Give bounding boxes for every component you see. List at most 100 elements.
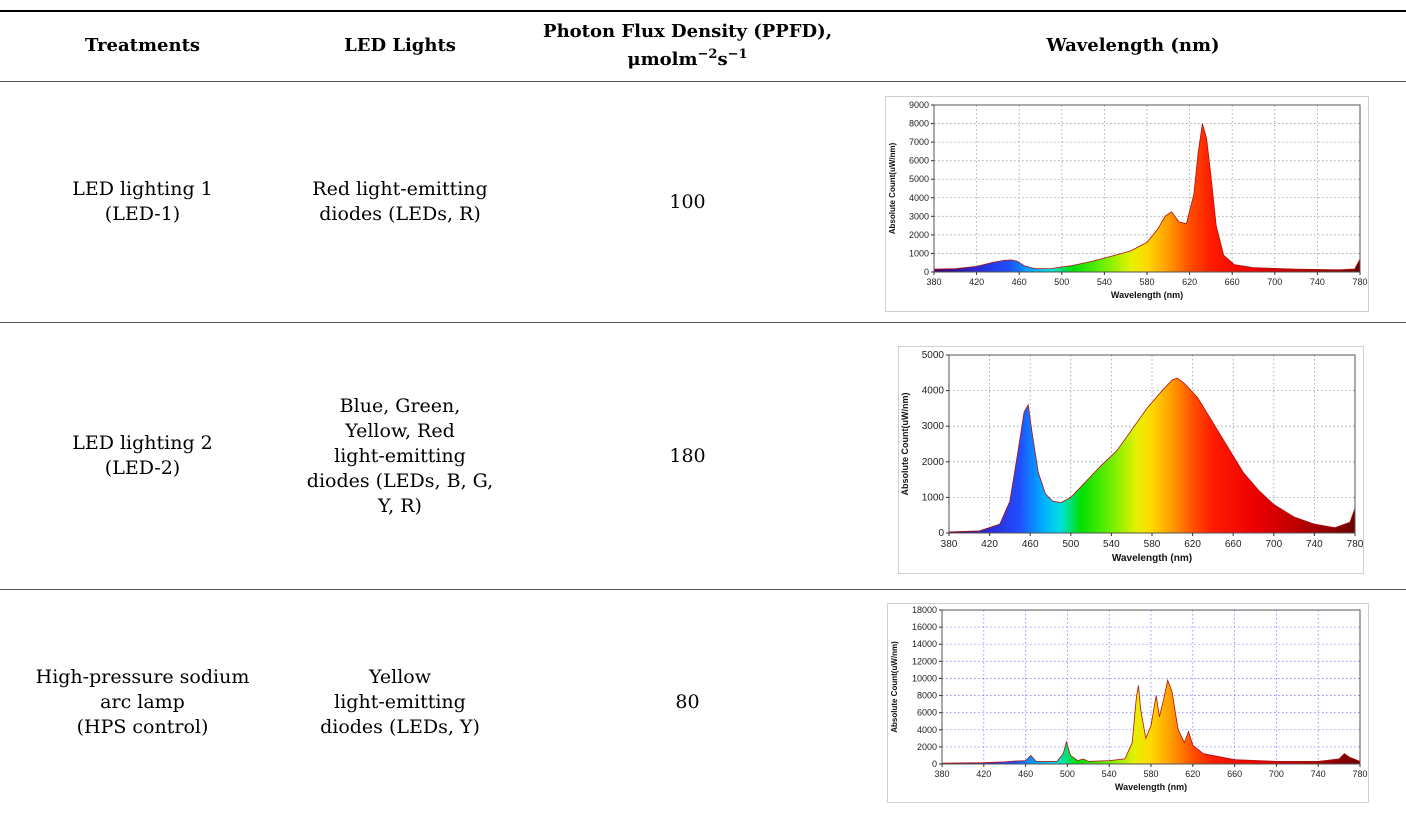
row2-led-line: light-emitting [334, 444, 466, 467]
y-tick-label: 4000 [917, 725, 937, 735]
x-tick-label: 500 [1062, 539, 1079, 550]
y-tick-label: 12000 [912, 656, 937, 666]
y-axis-label: Absolute Count(uW/nm) [888, 142, 897, 234]
row3-treatment: High-pressure sodium arc lamp (HPS contr… [0, 590, 285, 814]
x-tick-label: 620 [1184, 539, 1201, 550]
x-tick-label: 700 [1269, 769, 1284, 779]
spectrum-chart-led2: 380 420 460 500 540 580 620 660 700 740 780 0 1000 20… [898, 346, 1364, 574]
x-axis-label: Wavelength (nm) [1111, 290, 1183, 300]
ppfd-unit-exp2: −1 [727, 47, 748, 62]
row3-ppfd: 80 [515, 590, 860, 814]
y-tick-label: 8000 [917, 691, 937, 701]
ppfd-unit-mu: μmolm [627, 49, 698, 70]
row3-led-line: diodes (LEDs, Y) [320, 715, 480, 738]
y-tick-label: 6000 [917, 708, 937, 718]
x-tick-label: 740 [1306, 539, 1323, 550]
spectrum-area [942, 680, 1360, 764]
y-tick-label: 7000 [909, 137, 929, 147]
spectrum-svg-hps: 380 420 460 500 540 580 620 660 700 740 780 0 2000 40… [890, 605, 1368, 792]
x-tick-label: 420 [969, 277, 984, 287]
row1-treatment-line: LED lighting 1 [72, 178, 213, 200]
x-tick-label: 540 [1097, 277, 1112, 287]
row1-led-lights: Red light-emitting diodes (LEDs, R) [285, 82, 515, 322]
row1-led-line: Red light-emitting [312, 178, 488, 200]
spectrum-line [948, 377, 1356, 533]
x-tick-label: 780 [1352, 277, 1367, 287]
row1-treatment: LED lighting 1 (LED-1) [0, 82, 285, 322]
row2-led-line: Yellow, Red [345, 419, 455, 442]
x-tick-label: 380 [934, 769, 949, 779]
x-tick-label: 500 [1054, 277, 1069, 287]
header-ppfd-line1: Photon Flux Density (PPFD), [543, 21, 832, 42]
x-tick-label: 420 [976, 769, 991, 779]
x-tick-label: 460 [1018, 769, 1033, 779]
row1-ppfd: 100 [515, 82, 860, 322]
y-tick-label: 14000 [912, 639, 937, 649]
header-led-lights-text: LED Lights [344, 35, 456, 56]
x-tick-label: 380 [926, 277, 941, 287]
y-axis-label: Absolute Count(uW/nm) [900, 393, 910, 496]
header-wavelength: Wavelength (nm) [860, 10, 1406, 81]
y-tick-label: 5000 [909, 174, 929, 184]
row-rule-1 [0, 322, 1406, 323]
row2-ppfd: 180 [515, 323, 860, 589]
x-tick-label: 540 [1102, 769, 1117, 779]
x-tick-label: 460 [1022, 539, 1039, 550]
y-axis-label: Absolute Count(uW/nm) [890, 641, 899, 733]
spectrum-chart-led1: 380 420 460 500 540 580 620 660 700 740 780 0 1000 20… [885, 96, 1369, 312]
x-tick-label: 580 [1144, 539, 1161, 550]
y-tick-label: 0 [924, 267, 929, 277]
ppfd-unit-exp1: −2 [697, 47, 718, 62]
x-tick-label: 580 [1139, 277, 1154, 287]
table-top-rule [0, 10, 1406, 12]
y-tick-label: 1000 [909, 248, 929, 258]
ppfd-unit-s: s [717, 49, 728, 70]
y-tick-label: 1000 [922, 492, 945, 503]
y-tick-label: 4000 [922, 386, 945, 397]
row2-led-line: Blue, Green, [339, 394, 461, 417]
row3-led-lights: Yellow light-emitting diodes (LEDs, Y) [285, 590, 515, 814]
y-tick-label: 18000 [912, 605, 937, 615]
row3-treatment-line: (HPS control) [76, 715, 209, 738]
y-tick-label: 0 [932, 759, 937, 769]
y-tick-label: 4000 [909, 193, 929, 203]
x-tick-label: 380 [941, 539, 958, 550]
header-treatments-text: Treatments [84, 35, 201, 56]
x-tick-label: 540 [1103, 539, 1120, 550]
spectrum-line [933, 123, 1361, 271]
y-tick-label: 10000 [912, 673, 937, 683]
x-tick-label: 580 [1143, 769, 1158, 779]
row-rule-2 [0, 589, 1406, 590]
y-tick-label: 9000 [909, 100, 929, 110]
header-rule [0, 81, 1406, 82]
x-tick-label: 740 [1311, 769, 1326, 779]
row3-led-line: Yellow [368, 665, 431, 688]
x-tick-label: 660 [1227, 769, 1242, 779]
spectrum-area [949, 378, 1355, 533]
y-tick-label: 2000 [922, 457, 945, 468]
row2-led-line: diodes (LEDs, B, G, [306, 469, 494, 492]
x-tick-label: 660 [1225, 277, 1240, 287]
x-tick-label: 620 [1182, 277, 1197, 287]
x-tick-label: 780 [1352, 769, 1367, 779]
header-ppfd-unit: μmolm−2s−1 [627, 43, 747, 71]
header-treatments: Treatments [0, 10, 285, 81]
y-tick-label: 0 [938, 528, 944, 539]
row2-treatment-line: (LED-2) [104, 457, 181, 479]
x-tick-label: 700 [1265, 539, 1282, 550]
x-axis-label: Wavelength (nm) [1115, 782, 1187, 792]
row2-treatment-line: LED lighting 2 [72, 432, 213, 454]
row3-treatment-line: High-pressure sodium [35, 665, 250, 688]
header-wavelength-text: Wavelength (nm) [1046, 35, 1220, 56]
x-axis-label: Wavelength (nm) [1112, 553, 1192, 564]
row3-treatment-line: arc lamp [100, 690, 185, 713]
x-tick-label: 700 [1267, 277, 1282, 287]
row2-treatment: LED lighting 2 (LED-2) [0, 323, 285, 589]
row2-led-line: Y, R) [378, 494, 422, 517]
y-tick-label: 2000 [917, 742, 937, 752]
y-tick-label: 2000 [909, 230, 929, 240]
x-tick-label: 500 [1060, 769, 1075, 779]
row3-ppfd-value: 80 [675, 690, 700, 713]
y-tick-label: 3000 [922, 421, 945, 432]
x-tick-label: 660 [1225, 539, 1242, 550]
